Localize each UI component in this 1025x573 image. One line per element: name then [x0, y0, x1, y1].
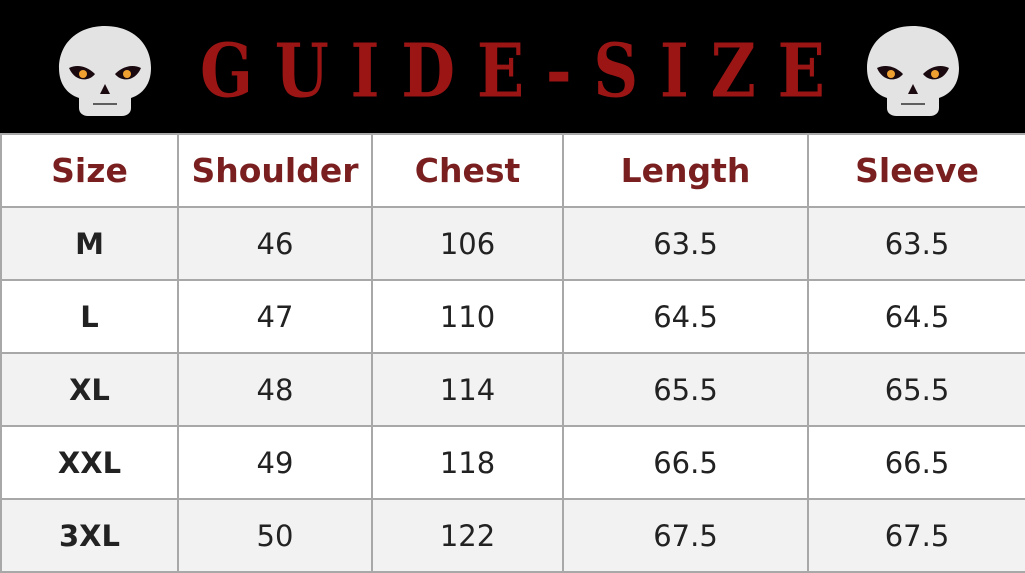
title-letter: Z	[710, 26, 756, 114]
measurement-cell: 66.5	[807, 425, 1025, 500]
measurement-cell: 64.5	[562, 279, 809, 354]
measurement-cell: 46	[177, 206, 373, 281]
measurement-cell: 64.5	[807, 279, 1025, 354]
measurement-cell: 67.5	[562, 498, 809, 573]
title-letter: U	[274, 26, 329, 114]
title-letter: S	[593, 26, 639, 114]
table-row: XL 48 114 65.5 65.5	[0, 352, 1025, 427]
title-letter: D	[401, 26, 456, 114]
measurement-cell: 47	[177, 279, 373, 354]
header-row: Size Shoulder Chest Length Sleeve	[0, 133, 1025, 208]
measurement-cell: 66.5	[562, 425, 809, 500]
measurement-cell: 67.5	[807, 498, 1025, 573]
measurement-cell: 110	[371, 279, 564, 354]
page-title: G U I D E - S I Z E	[200, 22, 825, 118]
header-size: Size	[0, 133, 179, 208]
size-cell: XXL	[0, 425, 179, 500]
title-letter: G	[200, 26, 253, 114]
table-row: M 46 106 63.5 63.5	[0, 206, 1025, 281]
measurement-cell: 114	[371, 352, 564, 427]
size-cell: L	[0, 279, 179, 354]
measurement-cell: 63.5	[562, 206, 809, 281]
title-letter: I	[350, 26, 380, 114]
title-letter: I	[659, 26, 689, 114]
header-shoulder: Shoulder	[177, 133, 373, 208]
table-row: L 47 110 64.5 64.5	[0, 279, 1025, 354]
header-length: Length	[562, 133, 809, 208]
measurement-cell: 49	[177, 425, 373, 500]
title-letter: E	[777, 26, 825, 114]
measurement-cell: 50	[177, 498, 373, 573]
measurement-cell: 122	[371, 498, 564, 573]
table-row: 3XL 50 122 67.5 67.5	[0, 498, 1025, 573]
skull-icon	[867, 26, 959, 116]
table-row: XXL 49 118 66.5 66.5	[0, 425, 1025, 500]
title-letter: -	[545, 26, 572, 114]
banner: G U I D E - S I Z E	[0, 0, 1025, 133]
size-cell: M	[0, 206, 179, 281]
size-cell: 3XL	[0, 498, 179, 573]
size-table: Size Shoulder Chest Length Sleeve M 46 106…	[0, 133, 1025, 573]
measurement-cell: 106	[371, 206, 564, 281]
measurement-cell: 65.5	[562, 352, 809, 427]
measurement-cell: 118	[371, 425, 564, 500]
measurement-cell: 65.5	[807, 352, 1025, 427]
size-cell: XL	[0, 352, 179, 427]
measurement-cell: 48	[177, 352, 373, 427]
title-letter: E	[476, 26, 525, 114]
header-sleeve: Sleeve	[807, 133, 1025, 208]
header-chest: Chest	[371, 133, 564, 208]
skull-icon	[59, 26, 151, 116]
measurement-cell: 63.5	[807, 206, 1025, 281]
